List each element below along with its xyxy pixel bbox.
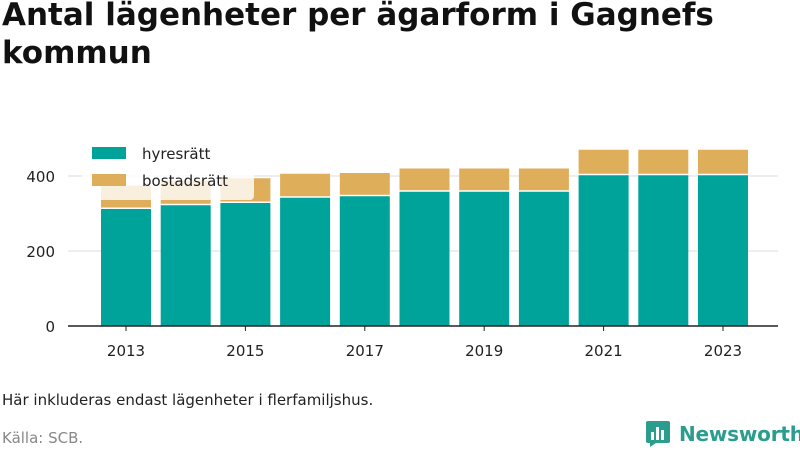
- legend-swatch: [92, 147, 126, 159]
- axes: 0 200 400 2013 2015 2017 2019 2021 2023: [26, 168, 778, 360]
- bar-hyresratt: [698, 175, 748, 326]
- brand-name: Newsworthy: [679, 422, 800, 446]
- bar-hyresratt: [339, 196, 390, 326]
- x-tick-label: 2013: [107, 342, 145, 360]
- bar-bostadsratt: [518, 168, 569, 191]
- legend-label: bostadsrätt: [142, 172, 228, 190]
- y-tick-label: 200: [26, 243, 55, 261]
- bar-hyresratt: [459, 191, 510, 326]
- bar-bostadsratt: [280, 173, 331, 197]
- bar-bostadsratt: [339, 173, 390, 195]
- chart-title: Antal lägenheter per ägarform i Gagnefs …: [2, 0, 714, 71]
- bar-hyresratt: [638, 175, 689, 326]
- chart-note: Här inkluderas endast lägenheter i flerf…: [2, 391, 374, 409]
- bar-hyresratt: [399, 191, 450, 326]
- legend-label: hyresrätt: [142, 145, 211, 163]
- x-tick-label: 2019: [465, 342, 503, 360]
- legend: hyresrätt bostadsrätt: [82, 136, 254, 200]
- bar-hyresratt: [518, 191, 569, 326]
- bar-bostadsratt: [399, 168, 450, 191]
- x-tick-label: 2021: [585, 342, 623, 360]
- x-tick-label: 2023: [704, 342, 742, 360]
- bar-hyresratt: [578, 175, 629, 326]
- bar-bostadsratt: [638, 149, 689, 174]
- bars: [101, 149, 748, 326]
- bar-bostadsratt: [459, 168, 510, 191]
- legend-swatch: [92, 174, 126, 186]
- x-tick-label: 2015: [226, 342, 264, 360]
- newsworthy-logo-icon: [646, 421, 670, 447]
- y-tick-label: 0: [45, 318, 55, 336]
- x-tick-label: 2017: [346, 342, 384, 360]
- y-tick-label: 400: [26, 168, 55, 186]
- bar-hyresratt: [220, 203, 271, 326]
- bar-bostadsratt: [698, 149, 748, 174]
- bar-hyresratt: [160, 205, 211, 326]
- source-label: Källa: SCB.: [2, 429, 84, 447]
- bar-hyresratt: [101, 209, 151, 326]
- newsworthy-logo: Newsworthy: [645, 420, 800, 448]
- bar-hyresratt: [280, 197, 331, 326]
- bar-chart: 0 200 400 2013 2015 2017 2019 2021 2023 hyresrät…: [26, 136, 778, 360]
- bar-bostadsratt: [578, 149, 629, 174]
